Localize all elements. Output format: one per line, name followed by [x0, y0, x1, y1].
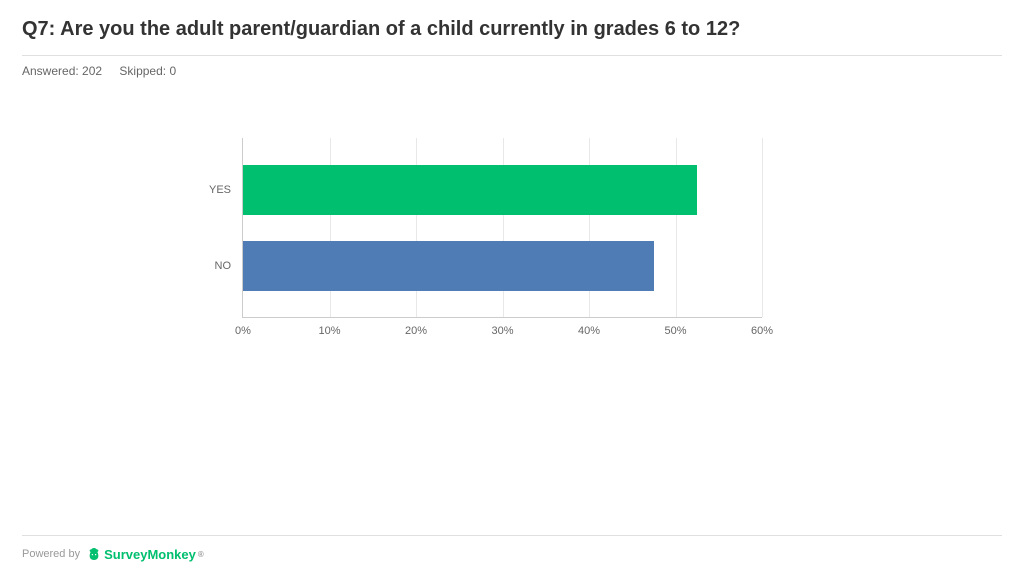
- response-meta: Answered: 202 Skipped: 0: [22, 64, 1002, 78]
- x-tick-label: 0%: [235, 325, 251, 337]
- brand-name: SurveyMonkey: [104, 547, 196, 562]
- powered-by-label: Powered by: [22, 548, 80, 560]
- x-tick-label: 50%: [664, 325, 686, 337]
- bar-row: NO: [243, 241, 762, 291]
- question-title: Q7: Are you the adult parent/guardian of…: [22, 16, 1002, 56]
- bar-row: YES: [243, 165, 762, 215]
- monkey-icon: [86, 546, 102, 562]
- x-tick-label: 10%: [318, 325, 340, 337]
- x-tick-label: 40%: [578, 325, 600, 337]
- bar-chart: 0%10%20%30%40%50%60%YESNO: [182, 138, 762, 338]
- answered-count: Answered: 202: [22, 64, 102, 78]
- bar: [243, 165, 697, 215]
- registered-mark: ®: [198, 550, 204, 559]
- chart-plot-area: 0%10%20%30%40%50%60%YESNO: [242, 138, 762, 318]
- category-label: YES: [209, 184, 231, 196]
- x-tick-label: 60%: [751, 325, 773, 337]
- category-label: NO: [215, 260, 232, 272]
- x-tick-label: 20%: [405, 325, 427, 337]
- skipped-count: Skipped: 0: [119, 64, 176, 78]
- bar: [243, 241, 654, 291]
- x-tick-label: 30%: [491, 325, 513, 337]
- surveymonkey-logo: SurveyMonkey®: [86, 546, 204, 562]
- gridline: [762, 138, 763, 317]
- footer: Powered by SurveyMonkey®: [22, 535, 1002, 562]
